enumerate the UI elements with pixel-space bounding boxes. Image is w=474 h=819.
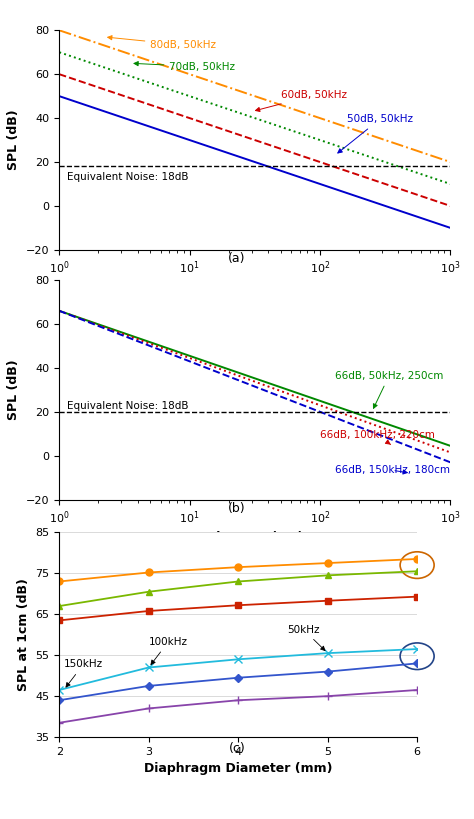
Text: 70dB, 50kHz: 70dB, 50kHz bbox=[134, 61, 236, 72]
Text: 80dB, 50kHz: 80dB, 50kHz bbox=[108, 35, 216, 50]
Text: 100kHz: 100kHz bbox=[149, 637, 188, 664]
Text: 50dB, 50kHz: 50dB, 50kHz bbox=[338, 115, 412, 153]
Y-axis label: SPL (dB): SPL (dB) bbox=[8, 360, 20, 420]
Text: 50kHz: 50kHz bbox=[287, 625, 325, 650]
Text: 6μm: 6μm bbox=[0, 818, 1, 819]
Text: 66dB, 150kHz, 180cm: 66dB, 150kHz, 180cm bbox=[335, 465, 450, 475]
Text: 66dB, 100kHz, 220cm: 66dB, 100kHz, 220cm bbox=[320, 430, 435, 445]
Text: (b): (b) bbox=[228, 502, 246, 515]
Text: Equivalent Noise: 18dB: Equivalent Noise: 18dB bbox=[67, 400, 189, 410]
Y-axis label: SPL at 1cm (dB): SPL at 1cm (dB) bbox=[17, 578, 30, 691]
X-axis label: Distance (cm): Distance (cm) bbox=[206, 532, 303, 545]
Text: 2μm: 2μm bbox=[0, 818, 1, 819]
Text: 60dB, 50kHz: 60dB, 50kHz bbox=[255, 90, 346, 111]
X-axis label: Diaphragm Diameter (mm): Diaphragm Diameter (mm) bbox=[144, 762, 332, 776]
Text: Equivalent Noise: 18dB: Equivalent Noise: 18dB bbox=[67, 171, 189, 182]
X-axis label: Distance (cm): Distance (cm) bbox=[206, 282, 303, 295]
Y-axis label: SPL (dB): SPL (dB) bbox=[8, 110, 20, 170]
Text: 150kHz: 150kHz bbox=[64, 659, 103, 687]
Text: 66dB, 50kHz, 250cm: 66dB, 50kHz, 250cm bbox=[335, 371, 443, 409]
Text: (c): (c) bbox=[228, 742, 246, 755]
Text: (a): (a) bbox=[228, 252, 246, 265]
